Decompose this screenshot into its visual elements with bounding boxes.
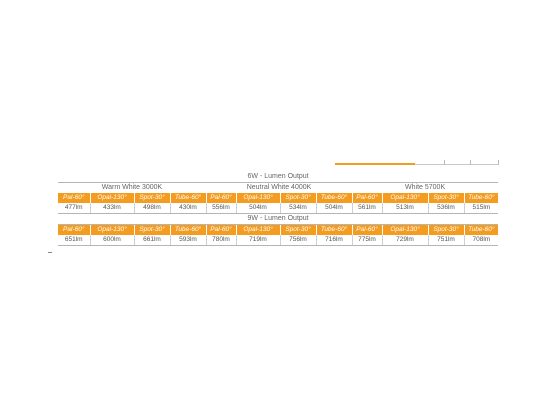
lumen-table-9w: 9W - Lumen Output Pal-60° Opal-130° Spot… — [58, 214, 499, 246]
column-header: Spot-30° — [428, 224, 465, 235]
header-row-9w: Pal-60° Opal-130° Spot-30° Tube-60° Pal-… — [58, 224, 499, 235]
decorative-tick — [444, 160, 445, 165]
lumen-value: 561lm — [352, 203, 383, 214]
lumen-value: 651lm — [58, 235, 91, 246]
lumen-value: 515lm — [464, 203, 499, 214]
group-white: White 5700K — [405, 184, 446, 191]
lumen-value: 716lm — [316, 235, 353, 246]
lumen-value: 708lm — [464, 235, 499, 246]
column-header: Pal-60° — [206, 193, 237, 203]
column-header: Pal-60° — [206, 224, 237, 235]
lumen-value: 504lm — [316, 203, 353, 214]
lumen-value: 534lm — [280, 203, 317, 214]
header-row-6w: Pal-60° Opal-130° Spot-30° Tube-60° Pal-… — [58, 193, 499, 203]
lumen-table-6w: 6W - Lumen Output Warm White 3000K Neutr… — [58, 172, 499, 214]
lumen-value: 661lm — [134, 235, 171, 246]
column-header: Tube-60° — [464, 224, 499, 235]
column-header: Spot-30° — [280, 224, 317, 235]
margin-mark — [48, 252, 52, 253]
column-header: Pal-60° — [58, 224, 91, 235]
lumen-value: 780lm — [206, 235, 237, 246]
column-header: Opal-130° — [236, 224, 281, 235]
lumen-value: 536lm — [428, 203, 465, 214]
column-header: Tube-60° — [464, 193, 499, 203]
group-neutral-white: Neutral White 4000K — [246, 184, 312, 191]
column-header: Opal-130° — [382, 224, 429, 235]
lumen-value: 498lm — [134, 203, 171, 214]
column-header: Spot-30° — [428, 193, 465, 203]
column-header: Tube-60° — [316, 224, 353, 235]
group-warm-white: Warm White 3000K — [101, 184, 163, 191]
lumen-value: 433lm — [90, 203, 135, 214]
column-header: Pal-60° — [352, 193, 383, 203]
value-row-6w: 477lm 433lm 498lm 430lm 556lm 504lm 534l… — [58, 203, 499, 214]
lumen-value: 756lm — [280, 235, 317, 246]
decorative-tick — [470, 160, 471, 165]
lumen-value: 504lm — [236, 203, 281, 214]
column-header: Spot-30° — [134, 193, 171, 203]
value-row-9w: 651lm 600lm 661lm 593lm 780lm 719lm 756l… — [58, 235, 499, 246]
column-header: Pal-60° — [352, 224, 383, 235]
column-header: Spot-30° — [134, 224, 171, 235]
lumen-value: 751lm — [428, 235, 465, 246]
column-header: Opal-130° — [236, 193, 281, 203]
lumen-value: 719lm — [236, 235, 281, 246]
decorative-tick — [498, 160, 499, 165]
column-header: Tube-60° — [316, 193, 353, 203]
lumen-value: 593lm — [170, 235, 207, 246]
column-header: Tube-60° — [170, 224, 207, 235]
lumen-value: 775lm — [352, 235, 383, 246]
table-title-6w: 6W - Lumen Output — [58, 172, 499, 183]
column-header: Opal-130° — [90, 224, 135, 235]
lumen-value: 477lm — [58, 203, 91, 214]
column-header: Opal-130° — [90, 193, 135, 203]
column-header: Tube-60° — [170, 193, 207, 203]
lumen-value: 513lm — [382, 203, 429, 214]
column-header: Pal-60° — [58, 193, 91, 203]
decorative-gray-rule — [415, 164, 499, 165]
lumen-value: 430lm — [170, 203, 207, 214]
lumen-value: 729lm — [382, 235, 429, 246]
lumen-value: 600lm — [90, 235, 135, 246]
table-title-9w: 9W - Lumen Output — [58, 214, 499, 225]
column-header: Spot-30° — [280, 193, 317, 203]
decorative-orange-rule — [335, 163, 415, 165]
lumen-value: 556lm — [206, 203, 237, 214]
column-header: Opal-130° — [382, 193, 429, 203]
